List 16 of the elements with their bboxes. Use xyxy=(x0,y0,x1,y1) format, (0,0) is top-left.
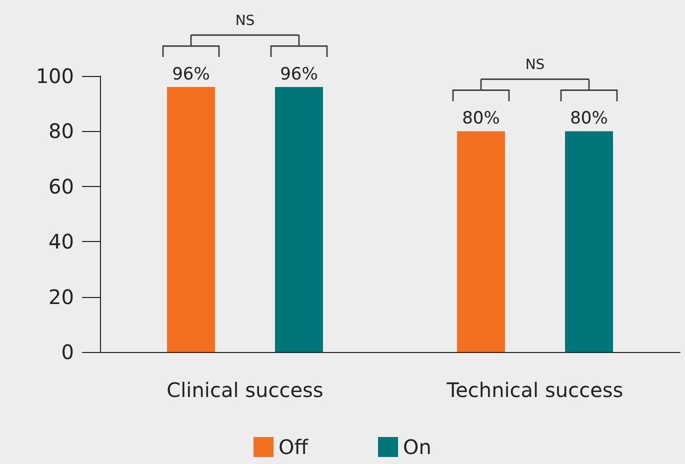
data-label: 80% xyxy=(570,108,608,129)
data-label: 96% xyxy=(172,64,210,85)
y-tick-label: 60 xyxy=(48,174,74,198)
data-label: 80% xyxy=(462,108,500,129)
y-tick-label: 20 xyxy=(48,284,74,309)
x-tick-label: Clinical success xyxy=(166,378,324,402)
y-tick-label: 0 xyxy=(61,340,74,364)
text: NS xyxy=(235,13,255,30)
x-tick-label: Technical success xyxy=(446,378,624,402)
text: NS xyxy=(525,57,545,74)
legend-label: Off xyxy=(278,435,310,459)
data-label: 96% xyxy=(280,64,318,85)
y-tick-label: 40 xyxy=(48,230,74,254)
legend-label: On xyxy=(403,435,432,459)
y-tick-label: 100 xyxy=(36,64,74,88)
y-tick-label: 80 xyxy=(48,119,74,144)
